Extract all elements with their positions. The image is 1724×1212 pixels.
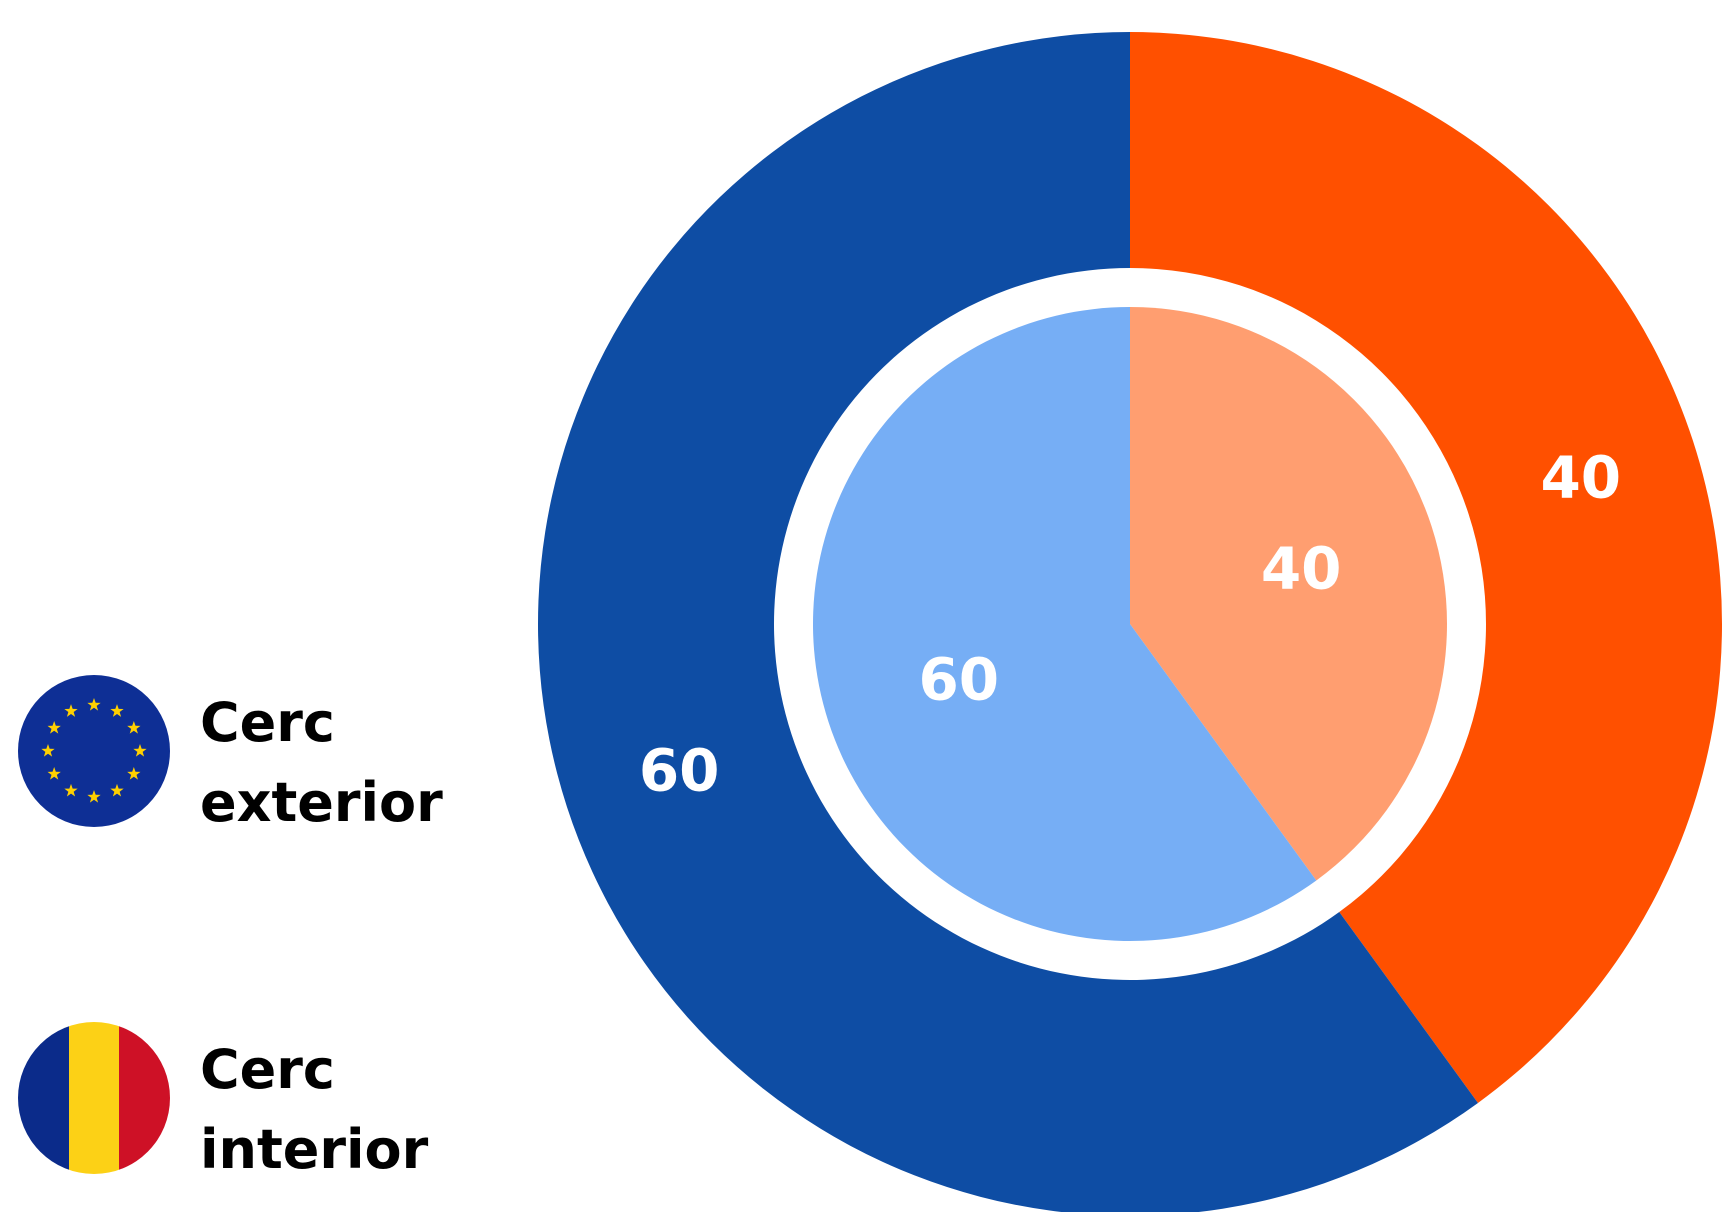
eu-star-icon (87, 698, 101, 711)
legend-label-outer: Cerc exterior (200, 691, 443, 834)
inner-ring-slice-40 (1130, 307, 1447, 881)
inner-ring-slice-60 (812, 307, 1317, 941)
eu-star-icon (47, 767, 61, 780)
inner-ring-value-label: 60 (918, 646, 999, 714)
eu-star-icon (127, 721, 141, 734)
outer-ring-slice-60 (538, 32, 1478, 1212)
eu-star-icon (87, 790, 101, 803)
legend-item-outer-ring: Cerc exterior (18, 675, 498, 845)
romania-flag-icon (18, 1022, 170, 1174)
eu-star-icon (133, 744, 147, 757)
eu-star-icon (110, 704, 124, 717)
eu-star-icon (41, 744, 55, 757)
legend-item-inner-ring: Cerc interior (18, 1022, 498, 1192)
eu-star-icon (47, 721, 61, 734)
outer-ring-value-label: 40 (1540, 444, 1621, 512)
outer-ring-value-label: 60 (639, 736, 720, 804)
outer-ring-slice-40 (1130, 32, 1723, 1103)
eu-star-icon (127, 767, 141, 780)
eu-flag-icon (18, 675, 170, 827)
eu-star-icon (110, 783, 124, 797)
legend-label-inner: Cerc interior (200, 1038, 429, 1181)
eu-star-icon (64, 783, 78, 797)
eu-star-icon (64, 704, 78, 717)
inner-ring-value-label: 40 (1261, 534, 1342, 602)
